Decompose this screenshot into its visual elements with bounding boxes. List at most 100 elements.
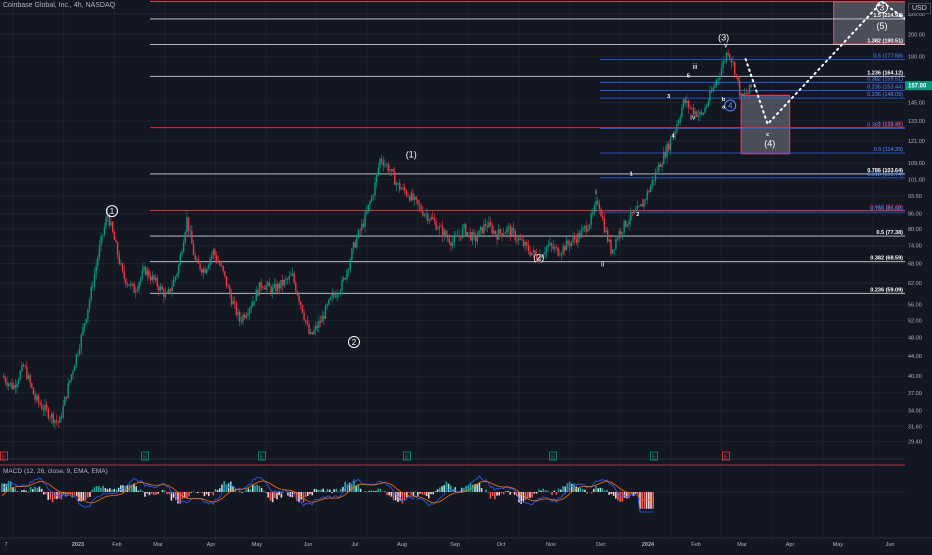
macd-histogram-bar [386, 492, 388, 495]
candle-body [242, 315, 243, 322]
candle-body [417, 200, 418, 205]
candle-body [373, 195, 374, 196]
macd-histogram-bar [219, 488, 221, 492]
candle-body [581, 230, 582, 237]
price-tick: 86.00 [908, 212, 922, 218]
macd-histogram-bar [204, 492, 206, 496]
candle-body [43, 409, 44, 410]
candle-body [589, 225, 590, 229]
candle-body [711, 91, 712, 92]
candle-body [359, 230, 360, 231]
candle-body [678, 121, 679, 124]
candle-body [653, 180, 654, 181]
candle-body [716, 80, 717, 85]
candle-body [97, 257, 98, 265]
wave-label: 1 [110, 207, 115, 216]
macd-histogram-bar [278, 492, 280, 495]
candle-body [434, 219, 435, 221]
fib-label-white: 1.5 (214.92) [873, 13, 903, 19]
macd-histogram-bar [597, 488, 599, 492]
candle-body [112, 222, 113, 232]
macd-histogram-bar [221, 485, 223, 492]
candle-body [617, 238, 618, 239]
candle-body [51, 414, 52, 418]
candle-body [643, 200, 644, 207]
candle-body [703, 113, 704, 115]
wave-label: (3) [718, 33, 729, 43]
candle-body [388, 164, 389, 171]
macd-histogram-bar [146, 492, 148, 493]
fib-label-blue: 0.5 (177.58) [873, 54, 903, 60]
macd-histogram-bar [320, 490, 322, 492]
macd-histogram-bar [212, 492, 214, 495]
candle-body [345, 278, 346, 279]
macd-histogram-bar [61, 492, 63, 499]
candle-body [307, 321, 308, 324]
macd-histogram-bar [36, 488, 38, 492]
macd-histogram-bar [149, 492, 151, 495]
candle-body [622, 232, 623, 234]
candle-body [610, 240, 611, 254]
macd-histogram-bar [45, 492, 47, 494]
candle-body [246, 315, 247, 317]
candle-body [340, 291, 341, 294]
time-tick: Aug [397, 542, 407, 548]
candle-body [143, 267, 144, 271]
candle-body [470, 232, 471, 241]
macd-histogram-bar [327, 489, 329, 492]
candle-body [300, 302, 301, 305]
candle-body [587, 229, 588, 232]
macd-histogram-bar [325, 491, 327, 492]
candle-body [698, 115, 699, 117]
macd-histogram-bar [547, 491, 549, 492]
candle-body [378, 168, 379, 174]
candle-body [693, 108, 694, 114]
candle-body [714, 85, 715, 87]
candle-body [615, 240, 616, 249]
candle-body [414, 197, 415, 200]
price-tick: 29.40 [908, 440, 922, 446]
candle-body [99, 245, 100, 257]
macd-histogram-bar [250, 489, 252, 492]
candle-body [62, 406, 63, 418]
candle-body [386, 164, 387, 165]
candle-body [13, 385, 14, 389]
macd-histogram-bar [80, 492, 82, 501]
candle-body [709, 91, 710, 101]
candle-body [16, 384, 17, 388]
candle-body [317, 326, 318, 328]
candle-body [130, 284, 131, 286]
candle-body [546, 247, 547, 253]
candle-body [660, 164, 661, 167]
candle-body [201, 269, 202, 272]
candle-body [467, 232, 468, 235]
candle-body [399, 183, 400, 189]
candle-body [445, 231, 446, 237]
candle-body [612, 249, 613, 253]
currency-label[interactable]: USD [908, 3, 931, 14]
candle-body [384, 164, 385, 165]
macd-histogram-bar [481, 488, 483, 492]
candle-body [488, 222, 489, 227]
macd-histogram-bar [188, 492, 190, 496]
macd-histogram-bar [432, 492, 434, 494]
candle-body [49, 418, 50, 419]
macd-histogram-bar [190, 492, 192, 493]
candle-body [295, 282, 296, 291]
candle-body [491, 225, 492, 233]
candle-body [739, 81, 740, 96]
time-tick: Mar [153, 542, 163, 548]
candle-body [46, 405, 47, 409]
candle-body [323, 316, 324, 319]
candle-body [335, 295, 336, 297]
candle-body [176, 274, 177, 276]
candle-body [190, 231, 191, 232]
candle-body [259, 282, 260, 296]
price-axis[interactable]: 220.00200.00180.00145.00133.00121.00109.… [905, 0, 932, 540]
macd-histogram-bar [536, 492, 538, 494]
candle-body [645, 199, 646, 200]
